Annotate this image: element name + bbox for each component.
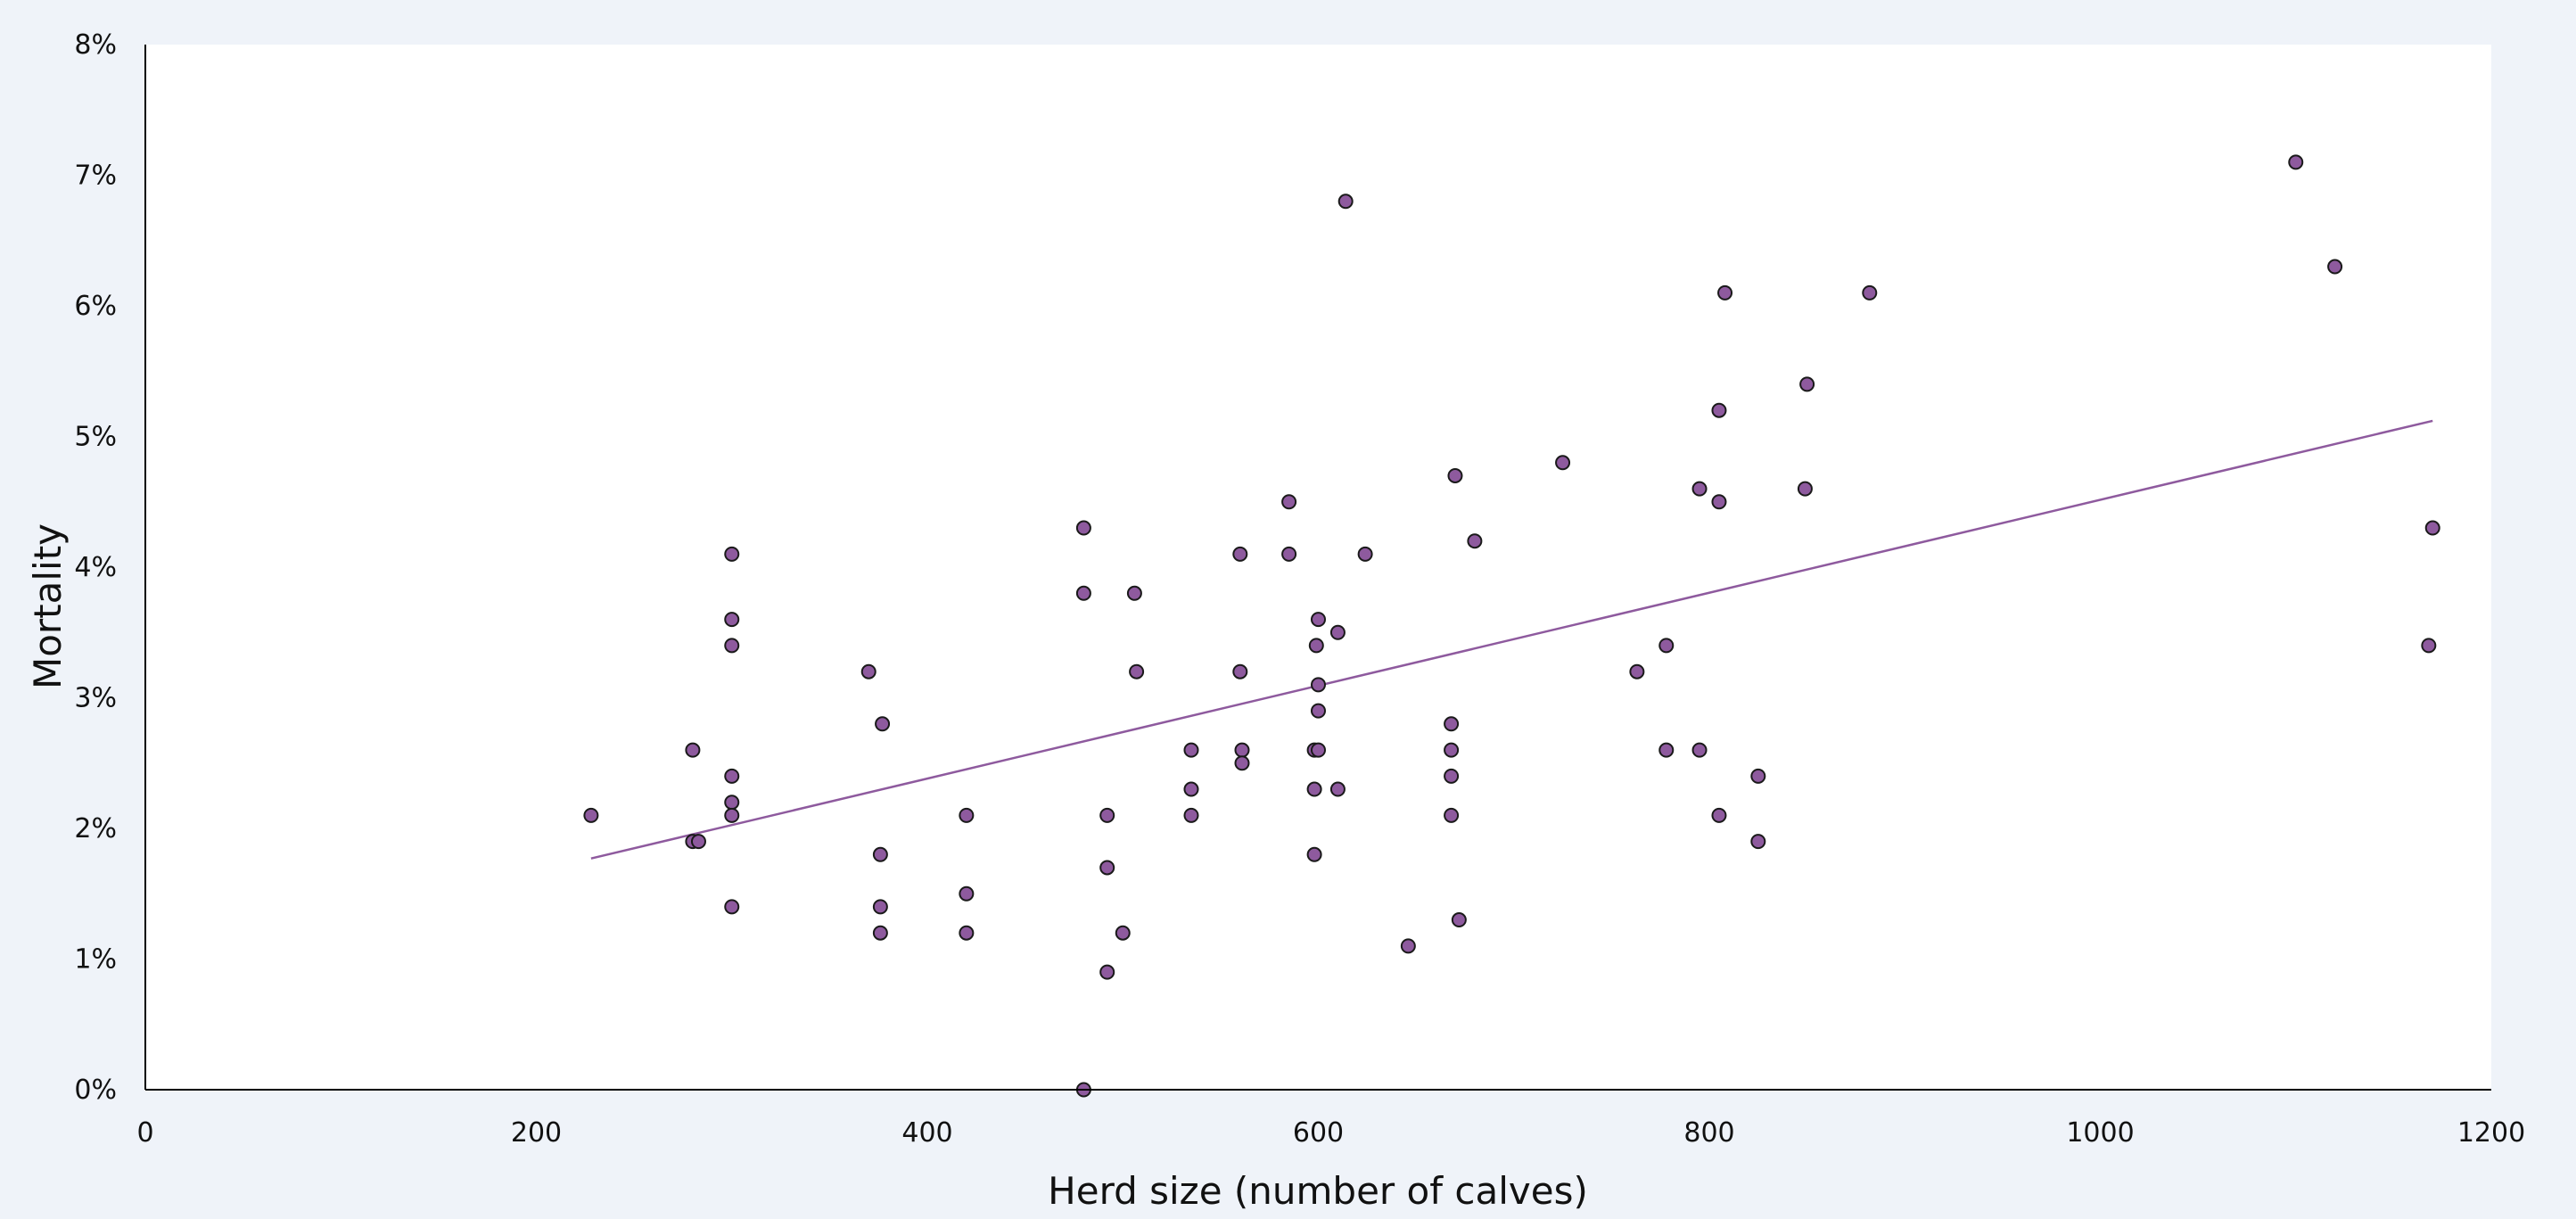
data-point	[1281, 494, 1297, 510]
data-point	[724, 638, 740, 654]
data-point	[1797, 481, 1813, 497]
x-axis-title: Herd size (number of calves)	[1048, 1169, 1588, 1213]
data-point	[2424, 520, 2440, 536]
data-point	[1329, 781, 1346, 797]
data-point	[1629, 663, 1645, 680]
x-tick-label: 800	[1683, 1117, 1734, 1149]
data-point	[724, 612, 740, 628]
y-tick-label: 5%	[74, 422, 117, 453]
data-point	[724, 899, 740, 915]
data-point	[1447, 467, 1463, 483]
data-point	[1075, 585, 1091, 601]
data-point	[1711, 807, 1727, 823]
data-point	[872, 899, 888, 915]
x-tick-label: 400	[901, 1117, 952, 1149]
data-point	[724, 546, 740, 562]
data-point	[724, 807, 740, 823]
data-point	[1126, 585, 1142, 601]
trendline-layer	[590, 419, 2433, 860]
y-tick-label: 0%	[74, 1075, 117, 1106]
data-point	[1711, 402, 1727, 418]
data-point	[1329, 624, 1346, 640]
x-tick-label: 600	[1293, 1117, 1344, 1149]
data-point	[2421, 638, 2437, 654]
data-point	[1555, 455, 1571, 471]
data-point	[1337, 194, 1354, 210]
data-point	[1183, 807, 1199, 823]
data-point	[1306, 781, 1322, 797]
data-point	[1234, 755, 1250, 771]
x-tick-label: 1200	[2457, 1117, 2525, 1149]
data-point	[1400, 938, 1416, 954]
data-point	[872, 846, 888, 862]
data-point	[1099, 964, 1115, 980]
data-point	[1691, 481, 1708, 497]
data-point	[959, 925, 975, 941]
data-point	[685, 742, 701, 758]
data-point	[1311, 677, 1326, 693]
data-point	[959, 807, 975, 823]
data-point	[1308, 638, 1324, 654]
data-point	[1075, 520, 1091, 536]
data-point	[1717, 284, 1733, 301]
data-point	[1444, 716, 1460, 732]
plot-area	[145, 45, 2491, 1090]
x-tick-label: 200	[511, 1117, 562, 1149]
y-tick-label: 4%	[74, 552, 117, 583]
data-point	[1183, 781, 1199, 797]
data-point	[724, 768, 740, 784]
data-point	[1099, 807, 1115, 823]
data-point	[1115, 925, 1131, 941]
data-point	[1281, 546, 1297, 562]
data-point	[1444, 768, 1460, 784]
data-point	[1311, 703, 1326, 719]
y-tick-label: 8%	[74, 29, 117, 61]
data-point	[872, 925, 888, 941]
data-point	[1451, 912, 1467, 928]
data-point	[1658, 638, 1675, 654]
data-point	[1444, 742, 1460, 758]
data-point	[1099, 860, 1115, 876]
data-point	[724, 795, 740, 811]
data-point	[1311, 612, 1326, 628]
data-point	[1129, 663, 1145, 680]
data-point	[1691, 742, 1708, 758]
data-point	[1357, 546, 1373, 562]
data-point	[1234, 742, 1250, 758]
data-point	[860, 663, 876, 680]
y-tick-label: 6%	[74, 291, 117, 322]
data-point	[1306, 846, 1322, 862]
data-point	[1750, 834, 1766, 850]
y-axis-title: Mortality	[26, 523, 70, 689]
data-point	[1311, 742, 1326, 758]
data-point	[1799, 376, 1815, 392]
data-point	[583, 807, 599, 823]
data-point	[1862, 284, 1878, 301]
x-tick-label: 1000	[2066, 1117, 2134, 1149]
data-point	[1711, 494, 1727, 510]
axes	[144, 45, 2491, 1091]
tick-labels: 0 200 400 600 800 1000 1200 0% 1% 2% 3% 4% 5% 6% 7% 8%	[74, 29, 2525, 1149]
x-tick-label: 0	[136, 1117, 153, 1149]
data-point	[1183, 742, 1199, 758]
y-tick-label: 7%	[74, 161, 117, 192]
data-points	[583, 154, 2440, 1098]
data-point	[1467, 533, 1483, 549]
data-point	[1658, 742, 1675, 758]
data-point	[1750, 768, 1766, 784]
data-point	[2288, 154, 2304, 170]
y-tick-label: 2%	[74, 813, 117, 844]
trendline	[590, 419, 2433, 860]
data-point	[2327, 259, 2343, 275]
y-tick-label: 3%	[74, 683, 117, 714]
data-point	[959, 885, 975, 902]
data-point	[875, 716, 891, 732]
data-point	[1444, 807, 1460, 823]
y-tick-label: 1%	[74, 944, 117, 976]
data-point	[1232, 546, 1248, 562]
data-point	[690, 834, 706, 850]
data-point	[1232, 663, 1248, 680]
